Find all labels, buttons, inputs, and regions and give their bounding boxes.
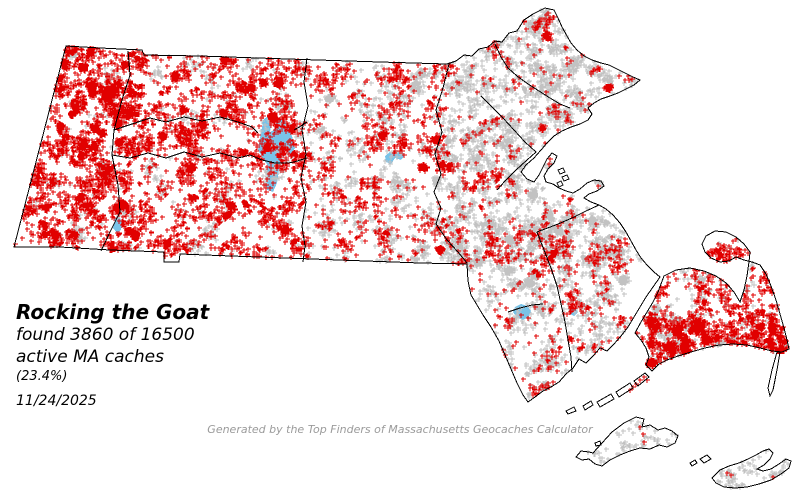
credit-line: Generated by the Top Finders of Massachu… bbox=[207, 423, 593, 436]
percent-found-line: (23.4%) bbox=[16, 369, 68, 384]
cacher-name-title: Rocking the Goat bbox=[16, 300, 210, 324]
info-panel: Rocking the Goat found 3860 of 16500 act… bbox=[16, 301, 209, 410]
active-caches-line: active MA caches bbox=[16, 347, 164, 367]
generated-date: 11/24/2025 bbox=[16, 393, 97, 409]
state-outline bbox=[13, 7, 792, 489]
found-count-line: found 3860 of 16500 bbox=[16, 325, 195, 345]
found-cache-markers bbox=[13, 11, 790, 480]
county-boundaries bbox=[100, 43, 600, 373]
